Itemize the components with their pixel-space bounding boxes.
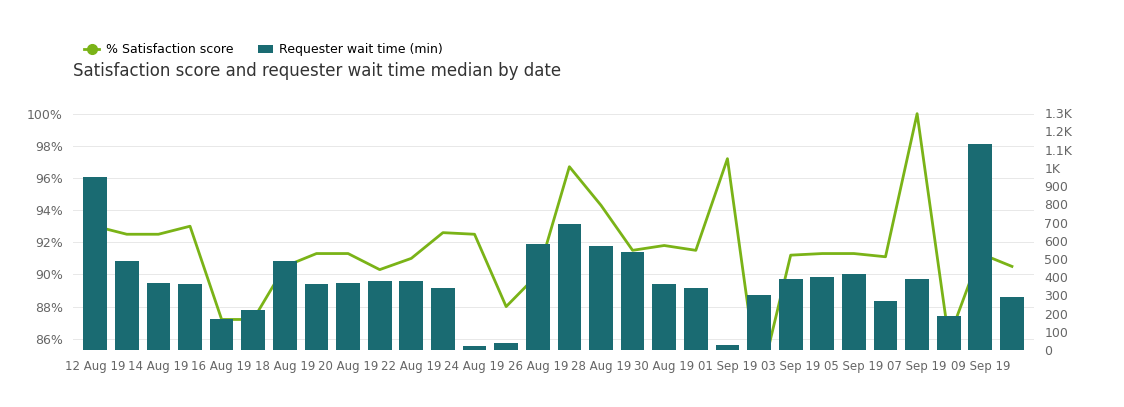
Bar <box>432 288 455 350</box>
Legend: % Satisfaction score, Requester wait time (min): % Satisfaction score, Requester wait tim… <box>80 39 448 61</box>
Bar <box>495 343 518 350</box>
Title: Satisfaction score and requester wait time median by date: Satisfaction score and requester wait ti… <box>73 61 561 80</box>
Bar <box>336 282 360 350</box>
Bar <box>146 282 170 350</box>
Bar <box>620 252 644 350</box>
Bar <box>905 279 928 350</box>
Bar <box>810 277 834 350</box>
Bar <box>747 295 771 350</box>
Bar <box>842 274 865 350</box>
Bar <box>969 144 992 350</box>
Bar <box>937 316 961 350</box>
Bar <box>463 346 487 350</box>
Bar <box>273 261 297 350</box>
Bar <box>83 177 107 350</box>
Bar <box>1000 297 1024 350</box>
Bar <box>685 288 708 350</box>
Bar <box>399 281 423 350</box>
Bar <box>526 244 550 350</box>
Bar <box>873 301 897 350</box>
Bar <box>210 319 234 350</box>
Bar <box>716 345 740 350</box>
Bar <box>652 284 676 350</box>
Bar <box>115 261 138 350</box>
Bar <box>179 284 202 350</box>
Bar <box>242 310 265 350</box>
Bar <box>368 281 391 350</box>
Bar <box>558 224 581 350</box>
Bar <box>305 284 328 350</box>
Bar <box>589 246 613 350</box>
Bar <box>779 279 803 350</box>
